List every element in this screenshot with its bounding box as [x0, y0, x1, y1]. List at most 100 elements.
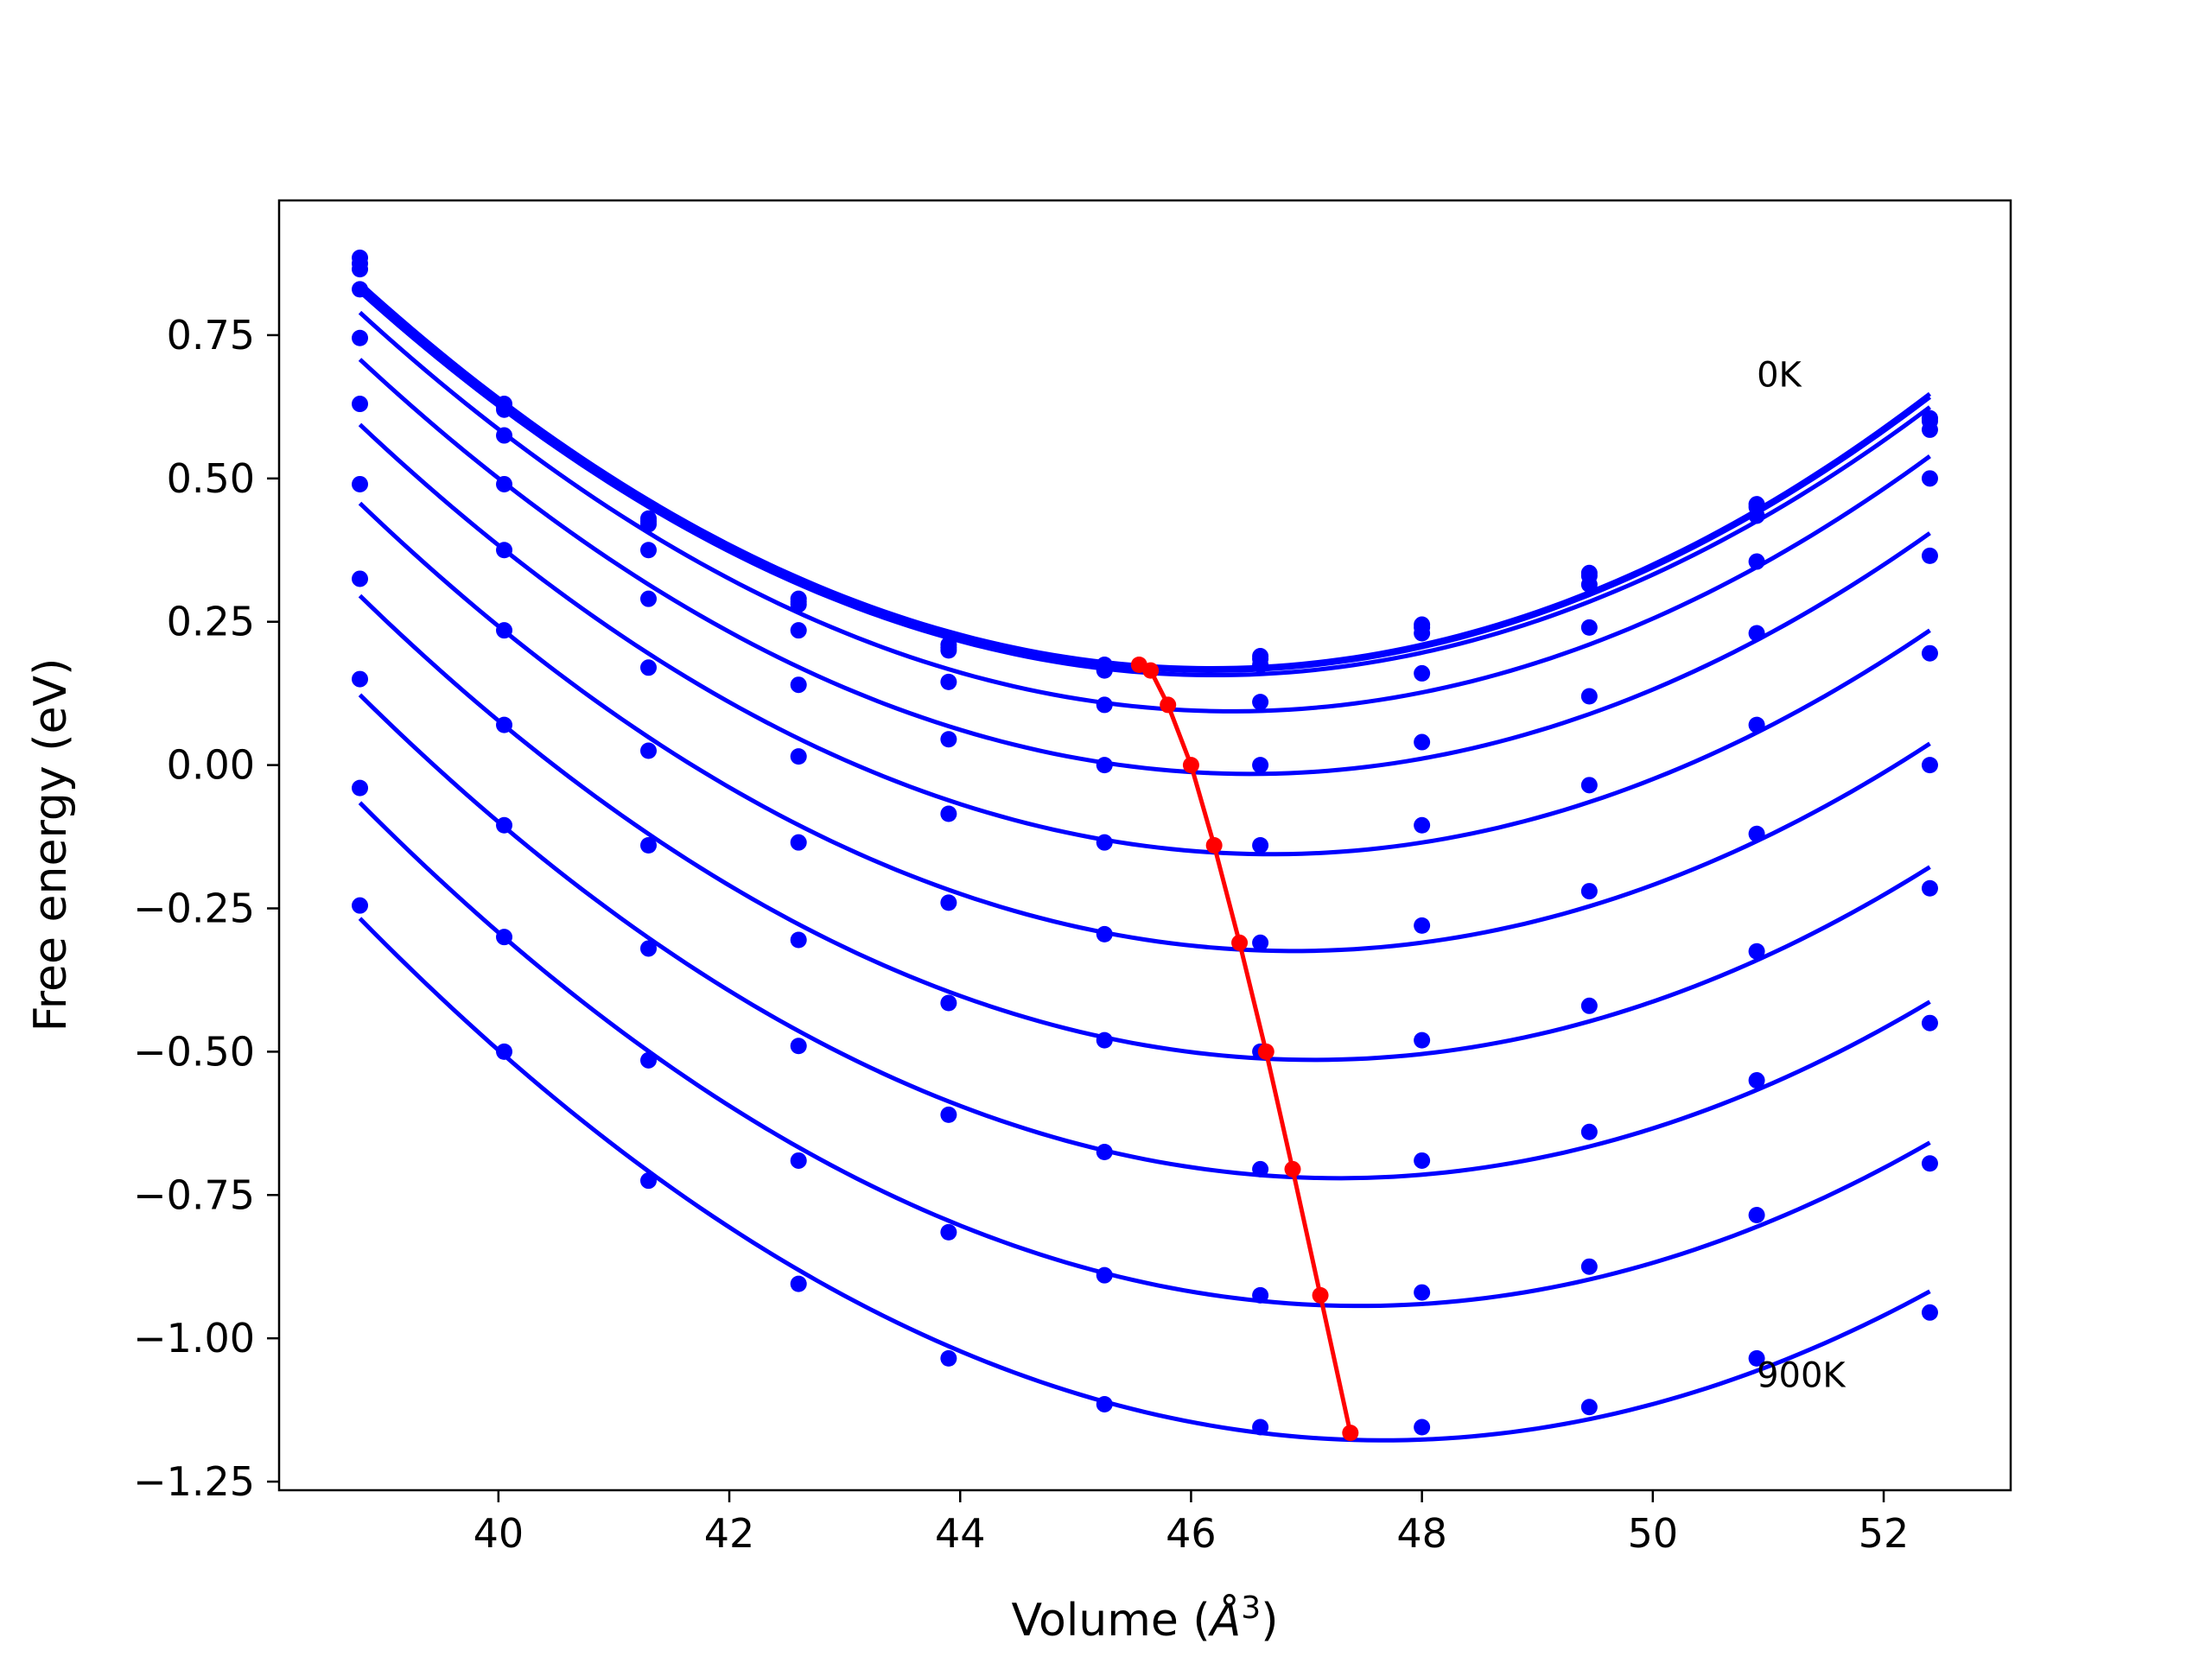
data-point-300K [1748, 553, 1765, 570]
equilibrium-point [1342, 1425, 1359, 1442]
data-point-600K [1414, 917, 1431, 934]
data-point-600K [496, 622, 513, 639]
data-point-1000K [1921, 1304, 1938, 1321]
data-point-800K [1252, 1160, 1269, 1177]
data-point-300K [640, 542, 658, 559]
data-point-800K [496, 816, 513, 834]
data-point-300K [352, 281, 369, 298]
data-point-600K [1748, 825, 1765, 842]
data-point-1000K [940, 1349, 957, 1367]
data-point-300K [496, 427, 513, 444]
fit-curve-400K [358, 358, 1931, 777]
data-point-900K [1580, 1258, 1598, 1275]
y-tick-label: 0.00 [167, 742, 255, 789]
fit-curve-500K [358, 422, 1931, 857]
y-tick-label: 0.50 [167, 455, 255, 502]
data-point-400K [1096, 757, 1113, 774]
data-point-900K [790, 1152, 807, 1169]
data-point-400K [1580, 688, 1598, 705]
equilibrium-point [1160, 696, 1177, 714]
data-point-800K [640, 940, 658, 957]
x-tick-label: 48 [1396, 1510, 1447, 1557]
data-point-800K [1096, 1144, 1113, 1160]
equilibrium-line [1130, 656, 1359, 1442]
data-point-400K [496, 475, 513, 492]
fit-curve-1000K [358, 917, 1931, 1443]
data-point-700K [352, 570, 369, 587]
data-point-700K [640, 837, 658, 854]
data-point-1000K [1580, 1399, 1598, 1416]
data-point-900K [940, 1223, 957, 1241]
equilibrium-point [1205, 837, 1223, 854]
data-point-700K [1748, 943, 1765, 960]
data-point-900K [1748, 1206, 1765, 1223]
data-point-600K [940, 894, 957, 911]
data-point-700K [1414, 1031, 1431, 1049]
annotation-label: 900K [1757, 1356, 1847, 1396]
data-point-200K [1580, 576, 1598, 593]
data-point-200K [790, 596, 807, 613]
data-point-600K [352, 475, 369, 492]
data-point-1000K [1096, 1395, 1113, 1412]
data-point-300K [1252, 694, 1269, 711]
data-point-1000K [1414, 1419, 1431, 1436]
data-point-800K [1580, 1123, 1598, 1140]
equilibrium-point [1182, 757, 1199, 774]
data-point-900K [1252, 1286, 1269, 1304]
data-point-900K [496, 929, 513, 946]
data-point-200K [640, 516, 658, 533]
data-point-200K [1252, 656, 1269, 673]
data-point-500K [790, 748, 807, 765]
data-point-600K [1921, 757, 1938, 774]
data-point-700K [1096, 1031, 1113, 1049]
data-point-900K [640, 1051, 658, 1069]
data-point-800K [1921, 1014, 1938, 1031]
y-tick-label: −0.25 [133, 885, 255, 931]
data-point-600K [1580, 883, 1598, 900]
equilibrium-point [1312, 1286, 1329, 1304]
x-axis-label: Volume (Å3) [1012, 1590, 1279, 1647]
data-point-400K [1252, 757, 1269, 774]
data-point-700K [1921, 879, 1938, 897]
data-point-700K [940, 994, 957, 1012]
x-tick-label: 42 [704, 1510, 755, 1557]
y-tick-label: 0.75 [167, 312, 255, 359]
equilibrium-volume-line [1138, 663, 1353, 1434]
y-axis-ticks: 0.75 0.50 0.25 0.00 −0.25 −0.50 −0.75 −1.00 −1.2… [133, 312, 279, 1505]
y-tick-label: −0.50 [133, 1028, 255, 1075]
equilibrium-point [1142, 662, 1160, 679]
data-point-400K [352, 329, 369, 346]
y-tick-label: −1.00 [133, 1315, 255, 1362]
data-point-1000K [352, 897, 369, 914]
x-tick-label: 44 [935, 1510, 986, 1557]
data-point-800K [1414, 1152, 1431, 1169]
data-point-300K [1414, 664, 1431, 682]
data-point-500K [1414, 816, 1431, 834]
data-point-500K [1580, 777, 1598, 794]
fit-curve-800K [358, 693, 1931, 1181]
equilibrium-point [1231, 934, 1249, 951]
data-point-500K [1921, 644, 1938, 662]
data-point-600K [1252, 934, 1269, 951]
data-point-200K [1921, 421, 1938, 438]
data-point-200K [940, 642, 957, 659]
x-tick-label: 50 [1628, 1510, 1679, 1557]
data-point-900K [1096, 1266, 1113, 1284]
fit-curve-600K [358, 501, 1931, 954]
data-point-300K [1580, 619, 1598, 636]
data-point-200K [1414, 625, 1431, 642]
data-point-500K [1748, 716, 1765, 733]
data-point-700K [790, 931, 807, 949]
data-point-200K [496, 401, 513, 418]
y-tick-label: 0.25 [167, 599, 255, 645]
data-point-800K [1748, 1072, 1765, 1089]
data-point-1000K [1252, 1419, 1269, 1436]
data-point-400K [640, 590, 658, 607]
x-tick-label: 40 [474, 1510, 524, 1557]
data-point-300K [1096, 696, 1113, 714]
data-point-800K [940, 1106, 957, 1123]
y-tick-label: −0.75 [133, 1171, 255, 1218]
data-point-500K [352, 396, 369, 413]
annotations: 0K 900K [1757, 356, 1847, 1396]
